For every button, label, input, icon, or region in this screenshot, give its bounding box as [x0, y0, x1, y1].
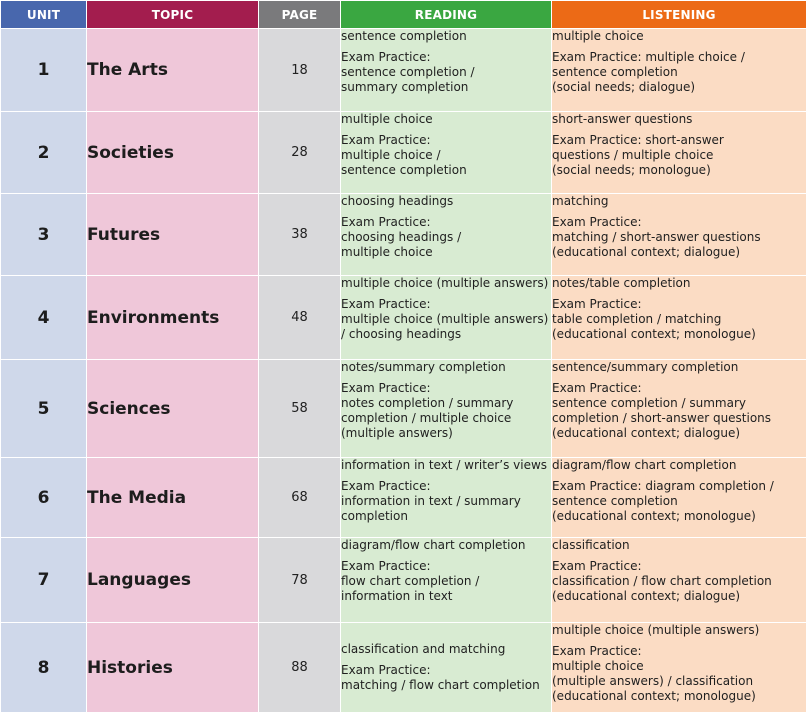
reading-cell: information in text / writer’s views Exa… — [340, 457, 552, 538]
reading-task-type: classification and matching — [341, 642, 506, 656]
reading-cell: diagram/flow chart completion Exam Pract… — [340, 537, 552, 623]
header-row: UNIT TOPIC PAGE READING LISTENING — [0, 0, 807, 29]
listening-exam-practice: Exam Practice: matching / short-answer q… — [552, 215, 761, 259]
unit-number: 5 — [0, 359, 87, 458]
reading-exam-practice: Exam Practice: notes completion / summar… — [341, 381, 514, 440]
page-header: PAGE — [258, 0, 341, 29]
unit-number: 2 — [0, 111, 87, 194]
listening-cell: multiple choice (multiple answers) Exam … — [551, 622, 807, 713]
unit-number: 7 — [0, 537, 87, 623]
listening-task-type: diagram/flow chart completion — [552, 458, 737, 472]
listening-exam-practice: Exam Practice: diagram completion / sent… — [552, 479, 774, 523]
page-number: 38 — [258, 193, 341, 276]
unit-number: 6 — [0, 457, 87, 538]
listening-cell: matching Exam Practice: matching / short… — [551, 193, 807, 276]
listening-exam-practice: Exam Practice: classification / flow cha… — [552, 559, 772, 603]
reading-cell: choosing headings Exam Practice: choosin… — [340, 193, 552, 276]
page-number: 28 — [258, 111, 341, 194]
table-row: 6 The Media 68 information in text / wri… — [0, 457, 807, 538]
unit-header: UNIT — [0, 0, 87, 29]
listening-cell: notes/table completion Exam Practice: ta… — [551, 275, 807, 360]
listening-task-type: classification — [552, 538, 630, 552]
listening-task-type: notes/table completion — [552, 276, 691, 290]
listening-task-type: matching — [552, 194, 609, 208]
reading-cell: notes/summary completion Exam Practice: … — [340, 359, 552, 458]
table-row: 8 Histories 88 classification and matchi… — [0, 622, 807, 713]
reading-header: READING — [340, 0, 552, 29]
topic-title: The Arts — [86, 28, 259, 112]
page-number: 88 — [258, 622, 341, 713]
unit-number: 1 — [0, 28, 87, 112]
unit-number: 3 — [0, 193, 87, 276]
table-row: 5 Sciences 58 notes/summary completion E… — [0, 359, 807, 458]
reading-task-type: sentence completion — [341, 29, 467, 43]
reading-exam-practice: Exam Practice: information in text / sum… — [341, 479, 521, 523]
reading-exam-practice: Exam Practice: matching / flow chart com… — [341, 663, 540, 692]
listening-task-type: multiple choice — [552, 29, 644, 43]
page-number: 68 — [258, 457, 341, 538]
listening-task-type: multiple choice (multiple answers) — [552, 623, 760, 637]
listening-cell: sentence/summary completion Exam Practic… — [551, 359, 807, 458]
table-row: 3 Futures 38 choosing headings Exam Prac… — [0, 193, 807, 276]
topic-title: Languages — [86, 537, 259, 623]
reading-task-type: diagram/flow chart completion — [341, 538, 526, 552]
reading-exam-practice: Exam Practice: sentence completion / sum… — [341, 50, 475, 94]
unit-number: 8 — [0, 622, 87, 713]
topic-title: The Media — [86, 457, 259, 538]
listening-exam-practice: Exam Practice: multiple choice (multiple… — [552, 644, 756, 703]
page-number: 78 — [258, 537, 341, 623]
table-row: 7 Languages 78 diagram/flow chart comple… — [0, 537, 807, 623]
topic-header: TOPIC — [86, 0, 259, 29]
reading-cell: sentence completion Exam Practice: sente… — [340, 28, 552, 112]
reading-exam-practice: Exam Practice: multiple choice (multiple… — [341, 297, 549, 341]
reading-task-type: notes/summary completion — [341, 360, 506, 374]
topic-title: Sciences — [86, 359, 259, 458]
listening-exam-practice: Exam Practice: short-answer questions / … — [552, 133, 724, 177]
page-number: 18 — [258, 28, 341, 112]
listening-exam-practice: Exam Practice: sentence completion / sum… — [552, 381, 772, 440]
listening-cell: diagram/flow chart completion Exam Pract… — [551, 457, 807, 538]
listening-header: LISTENING — [551, 0, 807, 29]
reading-cell: multiple choice Exam Practice: multiple … — [340, 111, 552, 194]
table-row: 1 The Arts 18 sentence completion Exam P… — [0, 28, 807, 112]
table-row: 2 Societies 28 multiple choice Exam Prac… — [0, 111, 807, 194]
reading-cell: multiple choice (multiple answers) Exam … — [340, 275, 552, 360]
unit-number: 4 — [0, 275, 87, 360]
listening-cell: classification Exam Practice: classifica… — [551, 537, 807, 623]
topic-title: Societies — [86, 111, 259, 194]
listening-exam-practice: Exam Practice: multiple choice / sentenc… — [552, 50, 745, 94]
topic-title: Environments — [86, 275, 259, 360]
table-row: 4 Environments 48 multiple choice (multi… — [0, 275, 807, 360]
listening-cell: short-answer questions Exam Practice: sh… — [551, 111, 807, 194]
listening-task-type: sentence/summary completion — [552, 360, 739, 374]
reading-exam-practice: Exam Practice: multiple choice / sentenc… — [341, 133, 467, 177]
reading-task-type: multiple choice (multiple answers) — [341, 276, 549, 290]
page-number: 58 — [258, 359, 341, 458]
reading-task-type: choosing headings — [341, 194, 454, 208]
reading-exam-practice: Exam Practice: flow chart completion / i… — [341, 559, 480, 603]
topic-title: Histories — [86, 622, 259, 713]
page-number: 48 — [258, 275, 341, 360]
listening-task-type: short-answer questions — [552, 112, 693, 126]
reading-cell: classification and matching Exam Practic… — [340, 622, 552, 713]
listening-exam-practice: Exam Practice: table completion / matchi… — [552, 297, 756, 341]
listening-cell: multiple choice Exam Practice: multiple … — [551, 28, 807, 112]
reading-task-type: multiple choice — [341, 112, 433, 126]
reading-exam-practice: Exam Practice: choosing headings / multi… — [341, 215, 462, 259]
reading-task-type: information in text / writer’s views — [341, 458, 548, 472]
topic-title: Futures — [86, 193, 259, 276]
